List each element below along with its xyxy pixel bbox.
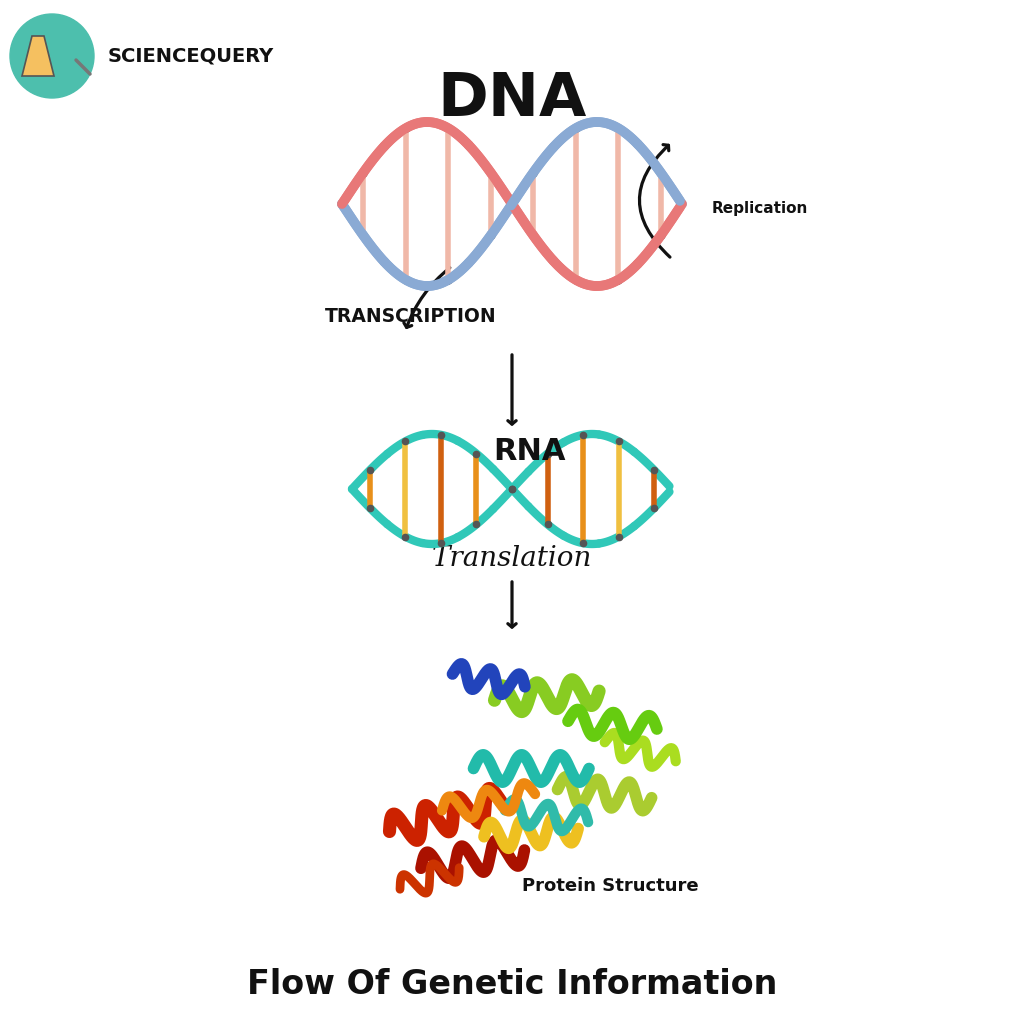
Text: TRANSCRIPTION: TRANSCRIPTION (325, 306, 497, 326)
Polygon shape (22, 36, 54, 76)
Text: Translation: Translation (432, 546, 592, 572)
Text: Flow Of Genetic Information: Flow Of Genetic Information (247, 968, 777, 1000)
Text: DNA: DNA (437, 70, 587, 128)
Text: RNA: RNA (494, 437, 566, 467)
Text: Protein Structure: Protein Structure (521, 877, 698, 895)
Text: SCIENCEQUERY: SCIENCEQUERY (108, 46, 274, 66)
Text: Replication: Replication (712, 202, 808, 216)
Circle shape (10, 14, 94, 98)
